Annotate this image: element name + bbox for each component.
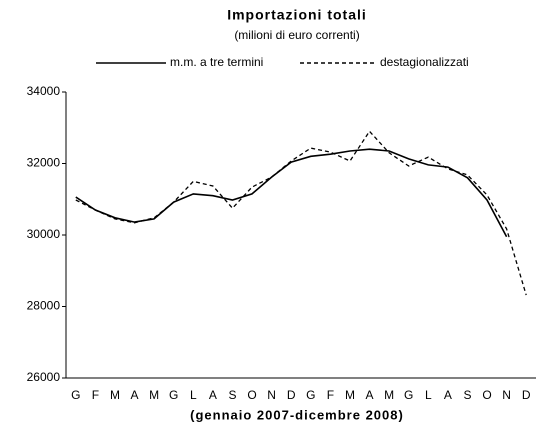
line-series [75,130,527,296]
x-tick-label: M [110,388,120,402]
x-tick-label: M [384,388,394,402]
x-tick-label: S [463,388,471,402]
y-tick-label: 32000 [27,156,61,170]
x-tick-label: A [444,388,452,402]
x-tick-label: O [482,388,491,402]
x-tick-label: L [190,388,197,402]
x-tick-label: G [306,388,315,402]
x-tick-label: A [131,388,139,402]
y-tick-label: 28000 [27,299,61,313]
x-tick-label: A [366,388,374,402]
x-tick-label: D [287,388,296,402]
line-series [75,148,508,238]
x-tick-label: G [71,388,80,402]
legend-label: destagionalizzati [380,55,469,69]
x-tick-label: G [404,388,413,402]
x-tick-label: G [169,388,178,402]
x-tick-label: L [425,388,432,402]
x-tick-label: S [228,388,236,402]
y-tick-label: 30000 [27,227,61,241]
legend-label: m.m. a tre termini [170,55,263,69]
x-tick-label: F [327,388,334,402]
x-tick-label: N [502,388,511,402]
chart-title: Importazioni totali [227,7,367,23]
x-tick-label: D [522,388,531,402]
x-tick-label: A [209,388,217,402]
x-tick-label: F [92,388,99,402]
y-tick-label: 26000 [27,370,61,384]
x-tick-label: N [267,388,276,402]
x-tick-label: M [149,388,159,402]
x-tick-label: M [345,388,355,402]
x-tick-label: O [247,388,256,402]
x-axis-label: (gennaio 2007-dicembre 2008) [190,407,404,422]
chart-subtitle: (milioni di euro correnti) [234,28,359,42]
y-tick-label: 34000 [27,84,61,98]
